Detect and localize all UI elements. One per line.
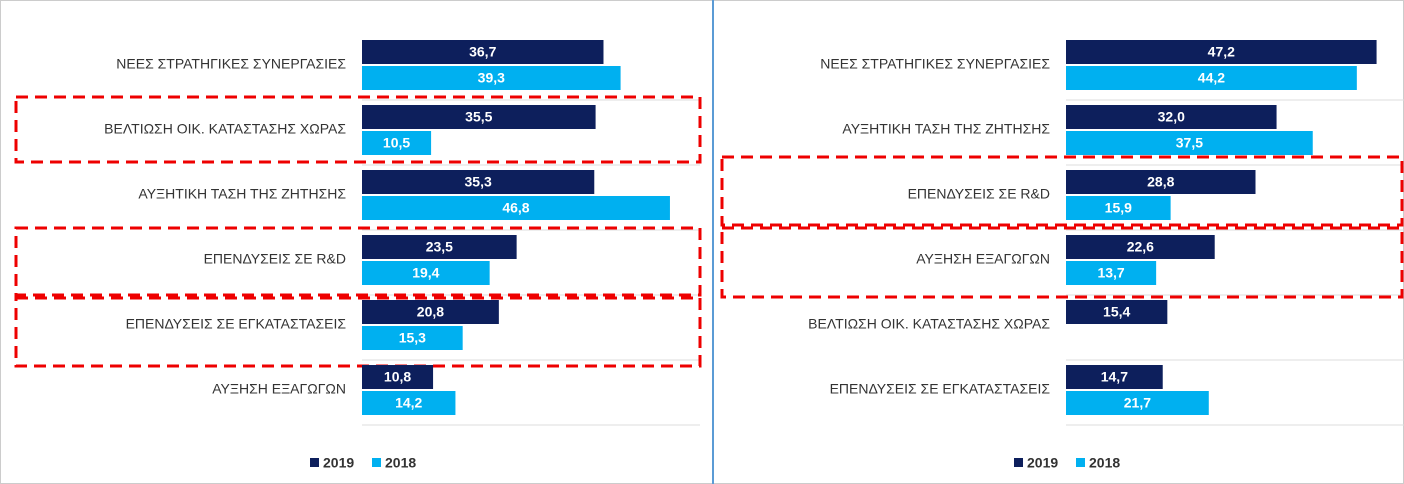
value-label: 47,2 <box>1208 44 1235 60</box>
value-label: 39,3 <box>478 70 505 86</box>
legend-swatch <box>1076 458 1085 467</box>
bar <box>1066 196 1171 220</box>
bar <box>362 105 596 129</box>
category-label: ΑΥΞΗΤΙΚΗ ΤΑΣΗ ΤΗΣ ΖΗΤΗΣΗΣ <box>138 186 346 202</box>
bar <box>362 300 499 324</box>
value-label: 44,2 <box>1198 70 1225 86</box>
legend-label: 2019 <box>323 455 354 471</box>
bar <box>1066 261 1157 285</box>
bar <box>362 365 434 389</box>
highlight-box <box>720 226 1404 299</box>
category-label: ΕΠΕΝΔΥΣΕΙΣ ΣΕ ΕΓΚΑΤΑΣΤΑΣΕΙΣ <box>126 316 347 332</box>
value-label: 23,5 <box>426 239 453 255</box>
category-label: ΕΠΕΝΔΥΣΕΙΣ ΣΕ R&D <box>908 186 1050 202</box>
value-label: 22,6 <box>1127 239 1154 255</box>
value-label: 36,7 <box>469 44 496 60</box>
bar <box>362 261 490 285</box>
value-label: 28,8 <box>1147 174 1174 190</box>
legend-swatch <box>1014 458 1023 467</box>
bar <box>362 391 456 415</box>
value-label: 35,3 <box>465 174 492 190</box>
value-label: 19,4 <box>412 265 439 281</box>
category-label: ΒΕΛΤΙΩΣΗ ΟΙΚ. ΚΑΤΑΣΤΑΣΗΣ ΧΩΡΑΣ <box>104 121 346 137</box>
value-label: 32,0 <box>1158 109 1185 125</box>
highlight-box <box>14 296 702 368</box>
highlight-box <box>14 226 702 297</box>
value-label: 37,5 <box>1176 135 1203 151</box>
bar <box>1066 66 1357 90</box>
value-label: 15,3 <box>399 330 426 346</box>
bar <box>362 131 432 155</box>
value-label: 15,9 <box>1105 200 1132 216</box>
value-label: 21,7 <box>1124 395 1151 411</box>
bar <box>1066 300 1168 324</box>
legend-label: 2018 <box>385 455 416 471</box>
value-label: 35,5 <box>465 109 492 125</box>
highlight-boxes <box>14 95 1404 368</box>
value-label: 46,8 <box>502 200 529 216</box>
bar <box>362 40 604 64</box>
bar <box>362 196 670 220</box>
highlight-box <box>14 95 702 164</box>
value-label: 10,8 <box>384 369 411 385</box>
category-label: ΝΕΕΣ ΣΤΡΑΤΗΓΙΚΕΣ ΣΥΝΕΡΓΑΣΙΕΣ <box>116 56 346 72</box>
bar <box>362 66 621 90</box>
legend-swatch <box>372 458 381 467</box>
category-label: ΑΥΞΗΤΙΚΗ ΤΑΣΗ ΤΗΣ ΖΗΤΗΣΗΣ <box>842 121 1050 137</box>
bar <box>362 326 463 350</box>
value-label: 15,4 <box>1103 304 1130 320</box>
legend-swatch <box>310 458 319 467</box>
highlight-box <box>720 155 1404 227</box>
bar <box>1066 40 1377 64</box>
bar <box>1066 170 1256 194</box>
bar <box>1066 365 1163 389</box>
category-label: ΒΕΛΤΙΩΣΗ ΟΙΚ. ΚΑΤΑΣΤΑΣΗΣ ΧΩΡΑΣ <box>808 316 1050 332</box>
bar <box>1066 131 1313 155</box>
category-label: ΑΥΞΗΣΗ ΕΞΑΓΩΓΩΝ <box>916 251 1050 267</box>
bar <box>1066 105 1277 129</box>
bar <box>1066 235 1215 259</box>
value-label: 14,2 <box>395 395 422 411</box>
value-label: 13,7 <box>1097 265 1124 281</box>
bar <box>1066 391 1209 415</box>
legend-label: 2018 <box>1089 455 1120 471</box>
legend-label: 2019 <box>1027 455 1058 471</box>
category-label: ΝΕΕΣ ΣΤΡΑΤΗΓΙΚΕΣ ΣΥΝΕΡΓΑΣΙΕΣ <box>820 56 1050 72</box>
category-label: ΕΠΕΝΔΥΣΕΙΣ ΣΕ R&D <box>204 251 346 267</box>
value-label: 10,5 <box>383 135 410 151</box>
category-label: ΕΠΕΝΔΥΣΕΙΣ ΣΕ ΕΓΚΑΤΑΣΤΑΣΕΙΣ <box>830 381 1051 397</box>
category-label: ΑΥΞΗΣΗ ΕΞΑΓΩΓΩΝ <box>212 381 346 397</box>
value-label: 20,8 <box>417 304 444 320</box>
bar <box>362 235 517 259</box>
value-label: 14,7 <box>1101 369 1128 385</box>
bar <box>362 170 595 194</box>
